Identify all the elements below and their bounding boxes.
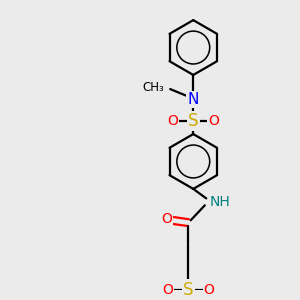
Text: O: O <box>204 283 214 297</box>
Text: S: S <box>188 112 199 130</box>
Text: O: O <box>162 283 173 297</box>
Text: NH: NH <box>209 195 230 209</box>
Text: O: O <box>167 114 178 128</box>
Text: O: O <box>208 114 220 128</box>
Text: O: O <box>161 212 172 226</box>
Text: S: S <box>183 280 194 298</box>
Text: N: N <box>188 92 199 107</box>
Text: CH₃: CH₃ <box>143 81 164 94</box>
